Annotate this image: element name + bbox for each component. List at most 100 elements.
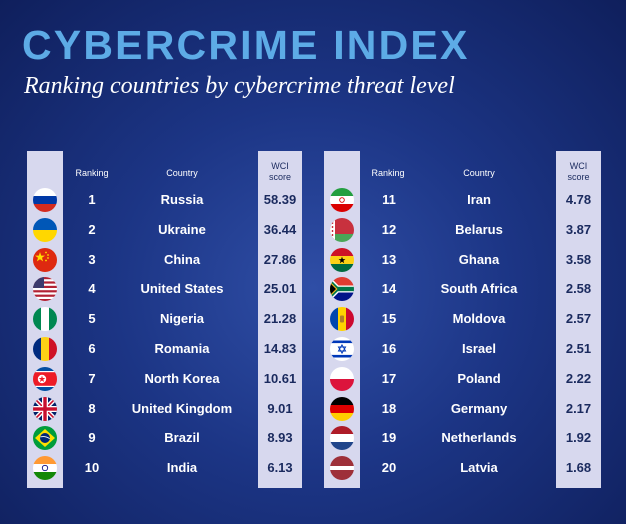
- rank-cell: 5: [88, 311, 96, 327]
- score-column: [556, 151, 601, 488]
- ghana-flag: [330, 247, 354, 272]
- table-row: 4 United States 25.01: [27, 274, 302, 304]
- rank-cell: 17: [381, 370, 397, 386]
- rank-cell: 9: [88, 430, 96, 446]
- score-cell: 6.13: [267, 460, 293, 476]
- header-score-line: score: [567, 172, 590, 182]
- table-row: 6 Romania 14.83: [27, 334, 302, 364]
- north-korea-flag: [33, 366, 57, 391]
- nigeria-flag: [33, 307, 57, 332]
- table-row: 15 Moldova 2.57: [324, 304, 601, 334]
- header-wci-line: WCI: [569, 161, 588, 171]
- score-cell: 3.58: [565, 251, 592, 267]
- header-ranking: Ranking: [371, 168, 405, 178]
- ranking-table-right: Ranking Country WCI score 11 Iran 4.78 12 Be…: [324, 151, 601, 488]
- header-ranking: Ranking: [75, 168, 109, 178]
- table-row: 12 Belarus 3.87: [324, 215, 601, 245]
- table-row: 14 South Africa 2.58: [324, 274, 601, 304]
- header-wci-score: WCI score: [556, 161, 601, 183]
- table-row: 18 Germany 2.17: [324, 394, 601, 424]
- score-cell: 10.61: [263, 370, 297, 386]
- russia-flag: [33, 188, 57, 212]
- header-wci-line: WCI: [271, 161, 289, 171]
- south-africa-flag: [330, 277, 354, 302]
- score-cell: 14.83: [263, 341, 297, 356]
- score-cell: 2.22: [565, 370, 592, 386]
- country-cell: Israel: [462, 341, 496, 356]
- country-cell: North Korea: [144, 370, 220, 386]
- table-row: 13 Ghana 3.58: [324, 245, 601, 275]
- germany-flag: [330, 396, 354, 421]
- header-country: Country: [463, 168, 495, 178]
- ukraine-flag: [33, 217, 57, 242]
- score-cell: 2.57: [565, 311, 592, 327]
- country-cell: Ghana: [458, 251, 500, 267]
- country-cell: India: [166, 460, 198, 476]
- rank-cell: 3: [88, 251, 96, 267]
- poland-flag: [330, 366, 354, 391]
- rank-cell: 6: [88, 341, 96, 356]
- score-cell: 3.87: [565, 221, 592, 237]
- score-cell: 27.86: [263, 251, 297, 267]
- rank-cell: 8: [88, 400, 96, 416]
- table-row: 10 India 6.13: [27, 453, 302, 483]
- score-cell: 9.01: [267, 400, 293, 416]
- country-cell: Belarus: [455, 221, 503, 237]
- table-row: 3 China 27.86: [27, 245, 302, 275]
- table-row: 5 Nigeria 21.28: [27, 304, 302, 334]
- score-cell: 1.68: [565, 460, 592, 476]
- country-cell: Moldova: [452, 311, 506, 327]
- rank-cell: 14: [381, 281, 397, 297]
- score-cell: 21.28: [263, 311, 297, 327]
- netherlands-flag: [330, 426, 354, 451]
- country-cell: Romania: [154, 341, 210, 356]
- iran-flag: [330, 188, 354, 212]
- rank-cell: 1: [88, 192, 96, 207]
- brazil-flag: [33, 426, 57, 451]
- country-cell: Russia: [160, 192, 204, 207]
- score-cell: 25.01: [263, 281, 297, 297]
- score-cell: 58.39: [263, 192, 297, 207]
- ranking-table-left: Ranking Country WCI score 1 Russia 58.39 2 U…: [27, 151, 302, 488]
- table-row: 17 Poland 2.22: [324, 364, 601, 394]
- country-cell: Nigeria: [159, 311, 205, 327]
- country-cell: South Africa: [440, 281, 518, 297]
- table-row: 8 United Kingdom 9.01: [27, 394, 302, 424]
- rank-cell: 12: [381, 221, 397, 237]
- rank-cell: 2: [88, 221, 96, 237]
- rank-cell: 15: [381, 311, 397, 327]
- rank-cell: 7: [88, 370, 96, 386]
- score-cell: 36.44: [263, 221, 297, 237]
- romania-flag: [33, 337, 57, 361]
- united-states-flag: [33, 277, 57, 302]
- page-subtitle: Ranking countries by cybercrime threat l…: [24, 73, 455, 99]
- score-cell: 2.51: [565, 341, 592, 356]
- table-row: 2 Ukraine 36.44: [27, 215, 302, 245]
- rank-cell: 16: [381, 341, 397, 356]
- table-row: 19 Netherlands 1.92: [324, 423, 601, 453]
- country-cell: China: [163, 251, 201, 267]
- table-row: 1 Russia 58.39: [27, 185, 302, 215]
- rank-cell: 11: [382, 192, 396, 207]
- rank-cell: 4: [88, 281, 96, 297]
- score-cell: 2.17: [565, 400, 592, 416]
- score-cell: 4.78: [565, 192, 592, 207]
- rank-cell: 18: [381, 400, 397, 416]
- israel-flag: [330, 337, 354, 361]
- country-cell: Brazil: [164, 430, 200, 446]
- latvia-flag: [330, 456, 354, 481]
- rank-cell: 19: [381, 430, 397, 446]
- rank-cell: 10: [84, 460, 100, 476]
- table-row: 11 Iran 4.78: [324, 185, 601, 215]
- united-kingdom-flag: [33, 396, 57, 421]
- table-row: 16 Israel 2.51: [324, 334, 601, 364]
- country-cell: Poland: [457, 370, 501, 386]
- rank-cell: 20: [381, 460, 397, 476]
- china-flag: [33, 247, 57, 272]
- country-cell: Latvia: [460, 460, 498, 476]
- rank-cell: 13: [381, 251, 397, 267]
- header-wci-score: WCI score: [258, 161, 302, 183]
- score-cell: 8.93: [267, 430, 293, 446]
- country-cell: Germany: [450, 400, 508, 416]
- country-cell: United Kingdom: [131, 400, 233, 416]
